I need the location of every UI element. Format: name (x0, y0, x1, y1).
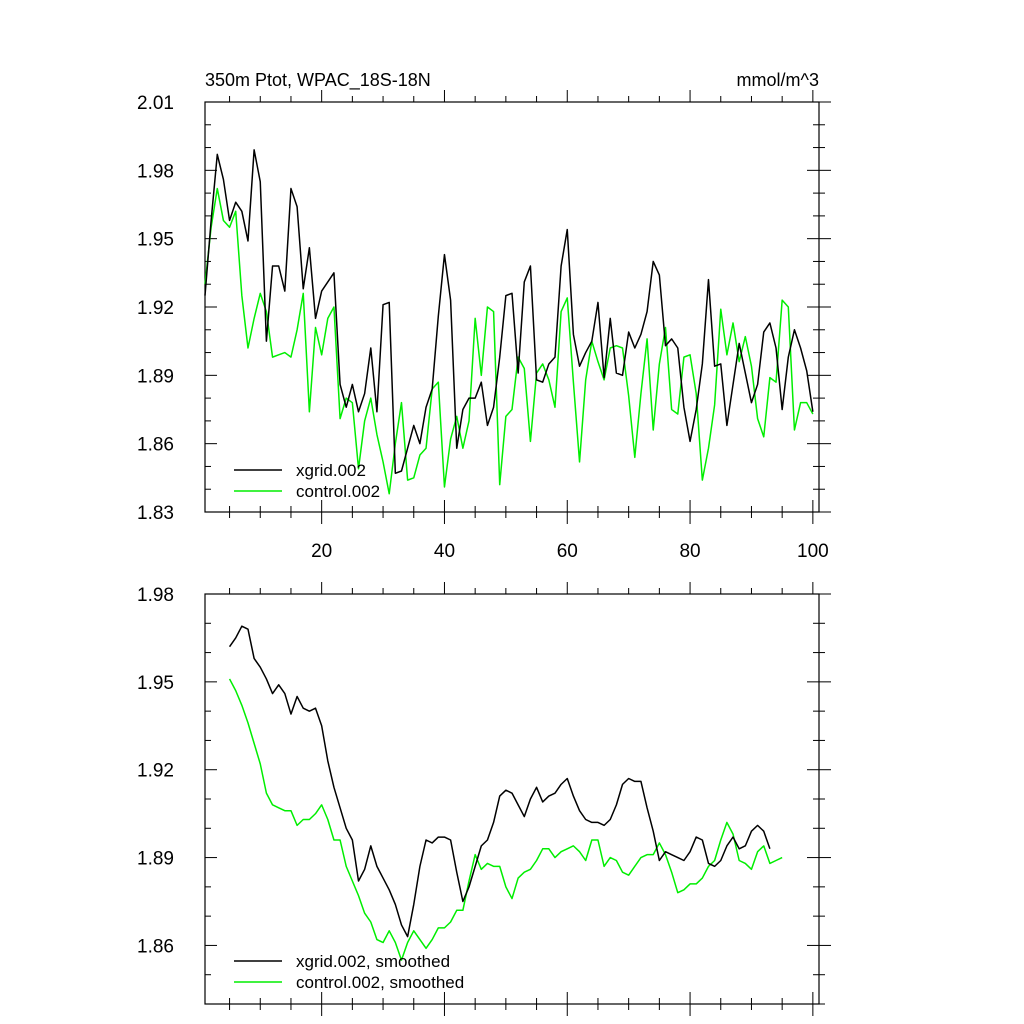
bottom-y-tick-labels: 1.98 1.95 1.92 1.89 1.86 (137, 585, 174, 957)
x-tick-label: 20 (311, 541, 332, 562)
top-plot-frame (204, 101, 820, 513)
y-tick-label: 1.86 (137, 936, 174, 957)
series-line-control-002 (204, 187, 814, 495)
bottom-legend-label-control: control.002, smoothed (296, 973, 464, 992)
bottom-ticks (205, 582, 831, 1016)
y-tick-label: 1.89 (137, 366, 174, 387)
bottom-panel: 1.98 1.95 1.92 1.89 1.86 xgrid.002, smoothed… (137, 582, 831, 1016)
y-tick-label: 1.98 (137, 161, 174, 182)
top-ticks (205, 90, 831, 524)
y-tick-label: 1.95 (137, 673, 174, 694)
top-legend: xgrid.002 control.002 (234, 461, 380, 501)
y-tick-label: 2.01 (137, 93, 174, 114)
y-tick-label: 1.92 (137, 761, 174, 782)
series-line-control-002-smoothed (228, 678, 783, 961)
bottom-legend-label-xgrid: xgrid.002, smoothed (296, 952, 450, 971)
x-tick-label: 100 (797, 541, 829, 562)
top-y-tick-labels: 2.01 1.98 1.95 1.92 1.89 1.86 1.83 (137, 93, 174, 524)
top-legend-label-control: control.002 (296, 482, 380, 501)
x-tick-label: 60 (557, 541, 578, 562)
series-line-xgrid-002 (204, 149, 814, 475)
y-tick-label: 1.89 (137, 849, 174, 870)
top-units: mmol/m^3 (737, 70, 819, 90)
y-tick-label: 1.92 (137, 298, 174, 319)
y-tick-label: 1.83 (137, 503, 174, 524)
top-legend-label-xgrid: xgrid.002 (296, 461, 366, 480)
x-tick-label: 40 (434, 541, 455, 562)
y-tick-label: 1.98 (137, 585, 174, 606)
y-tick-label: 1.95 (137, 230, 174, 251)
top-x-tick-labels: 20 40 60 80 100 (311, 541, 829, 562)
bottom-legend: xgrid.002, smoothed control.002, smoothe… (234, 952, 464, 992)
x-tick-label: 80 (679, 541, 700, 562)
bottom-plot-frame (204, 593, 820, 1005)
bottom-series-lines (228, 625, 783, 961)
y-tick-label: 1.86 (137, 435, 174, 456)
top-series-lines (204, 149, 814, 495)
top-title: 350m Ptot, WPAC_18S-18N (205, 70, 431, 91)
series-line-xgrid-002-smoothed (228, 625, 771, 938)
top-panel: 350m Ptot, WPAC_18S-18N mmol/m^3 2.01 1.9… (137, 70, 831, 562)
